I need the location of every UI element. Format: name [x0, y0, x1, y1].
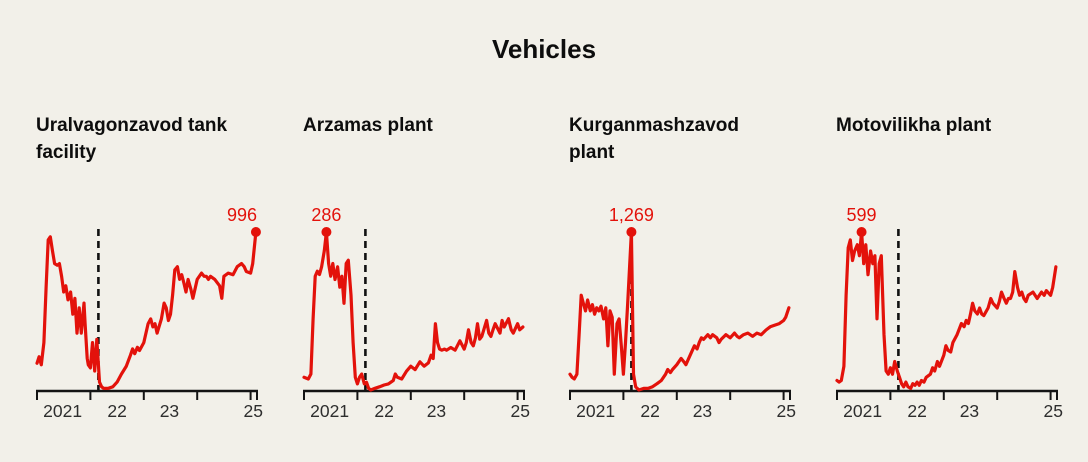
series-line: [835, 230, 1058, 390]
x-axis-tick-label: 22: [640, 401, 659, 421]
chart-panel-arzamas: Arzamas plant 2021 22 23 25 286: [302, 108, 530, 444]
line-chart-uralvagonzavod: 2021 22 23 25 996: [35, 205, 263, 421]
x-axis-tick-label: 23: [693, 401, 712, 421]
x-axis-tick-label: 25: [777, 401, 796, 421]
chart-title-arzamas: Arzamas plant: [303, 115, 433, 136]
line-chart-arzamas: 2021 22 23 25 286: [302, 205, 530, 421]
chart-panel-kurganmashzavod: Kurganmashzavod plant 2021 22 23 25 1,269: [568, 108, 796, 444]
peak-value-label: 1,269: [609, 205, 654, 225]
x-axis-tick-label: 2021: [576, 401, 615, 421]
series-line: [35, 230, 258, 390]
chart-title-kurganmashzavod: Kurganmashzavod plant: [569, 115, 739, 163]
line-chart-kurganmashzavod: 2021 22 23 25 1,269: [568, 205, 796, 421]
x-axis-tick-label: 23: [960, 401, 979, 421]
chart-panel-motovilikha: Motovilikha plant 2021 22 23 25 599: [835, 108, 1063, 444]
x-axis-tick-label: 22: [107, 401, 126, 421]
x-axis-tick-label: 23: [427, 401, 446, 421]
series-line: [302, 230, 525, 392]
x-axis-tick-label: 25: [511, 401, 530, 421]
peak-dot: [626, 227, 637, 237]
x-axis-tick-label: 22: [907, 401, 926, 421]
x-axis-tick-label: 23: [160, 401, 179, 421]
peak-value-label: 996: [227, 205, 257, 225]
chart-title-uralvagonzavod: Uralvagonzavod tank facility: [36, 115, 228, 163]
x-axis-tick-label: 2021: [310, 401, 349, 421]
x-axis-tick-label: 25: [1044, 401, 1063, 421]
figure-title: Vehicles: [491, 34, 597, 64]
peak-value-label: 286: [311, 205, 341, 225]
x-axis-tick-label: 22: [374, 401, 393, 421]
peak-dot: [321, 227, 332, 237]
series-line: [568, 230, 791, 392]
chart-title-motovilikha: Motovilikha plant: [836, 115, 992, 136]
x-axis-tick-label: 2021: [843, 401, 882, 421]
peak-dot: [856, 227, 867, 237]
x-axis-tick-label: 2021: [43, 401, 82, 421]
peak-value-label: 599: [847, 205, 877, 225]
chart-panel-uralvagonzavod: Uralvagonzavod tank facility 2021 22 23 25 9…: [35, 108, 263, 444]
peak-dot: [250, 227, 261, 237]
line-chart-motovilikha: 2021 22 23 25 599: [835, 205, 1063, 421]
x-axis-tick-label: 25: [244, 401, 263, 421]
